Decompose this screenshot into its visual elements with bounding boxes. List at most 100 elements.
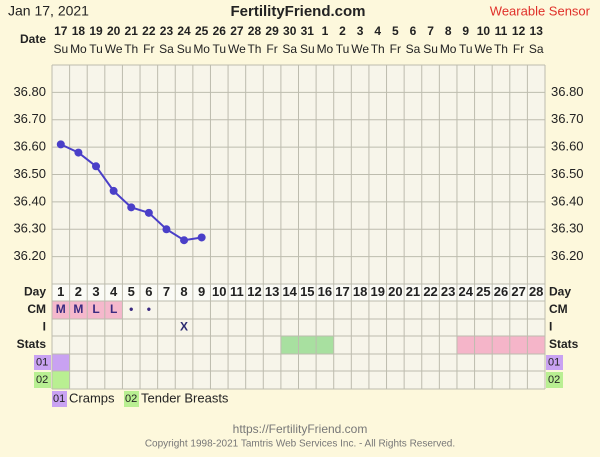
row-label: 02	[548, 374, 560, 386]
weekday-label: Su	[423, 42, 438, 56]
row-label-bg	[546, 372, 563, 388]
day-label: 21	[406, 284, 420, 299]
row-label: Day	[549, 285, 571, 299]
day-label: 6	[145, 284, 152, 299]
date-label: 13	[530, 24, 544, 38]
weekday-label: Su	[300, 42, 315, 56]
weekday-label: Th	[124, 42, 138, 56]
symptom-cell	[52, 354, 70, 371]
date-label: 30	[283, 24, 297, 38]
temperature-point	[162, 225, 171, 234]
row-label: Stats	[17, 337, 47, 351]
weekday-label: We	[351, 42, 369, 56]
weekday-label: We	[105, 42, 123, 56]
symptom-cell	[52, 371, 70, 389]
date-label: 20	[107, 24, 121, 38]
date-label: 18	[72, 24, 86, 38]
row-label: Stats	[549, 337, 579, 351]
date-label: Date	[20, 32, 46, 46]
weekday-label: Fr	[266, 42, 277, 56]
day-label: 20	[388, 284, 402, 299]
site-title: FertilityFriend.com	[230, 3, 365, 20]
weekday-label: Mo	[193, 42, 210, 56]
date-label: 28	[248, 24, 262, 38]
legend-swatch	[52, 391, 67, 407]
y-tick-label: 36.20	[551, 248, 584, 263]
weekday-label: Sa	[159, 42, 174, 56]
temperature-point	[74, 148, 83, 157]
day-label: 12	[247, 284, 261, 299]
date-label: 10	[477, 24, 491, 38]
day-label: 10	[212, 284, 226, 299]
cm-highlight	[52, 301, 70, 319]
row-label: 01	[36, 356, 48, 368]
weekday-label: Sa	[406, 42, 421, 56]
weekday-label: Mo	[70, 42, 87, 56]
y-tick-label: 36.70	[551, 111, 584, 126]
date-label: 31	[301, 24, 315, 38]
date-label: 27	[230, 24, 244, 38]
date-label: 19	[89, 24, 103, 38]
legend-code: 01	[53, 393, 65, 405]
day-label: 25	[476, 284, 490, 299]
row-label-bg	[546, 355, 563, 370]
day-label: 17	[335, 284, 349, 299]
weekday-label: Tu	[336, 42, 350, 56]
cm-highlight	[69, 301, 88, 319]
day-label: 8	[180, 284, 187, 299]
y-tick-label: 36.30	[551, 221, 584, 236]
day-label: 15	[300, 284, 314, 299]
stats-fertile	[280, 336, 334, 354]
intercourse-entry: X	[180, 320, 188, 334]
day-label: 18	[353, 284, 367, 299]
weekday-label: We	[228, 42, 246, 56]
legend-label: Tender Breasts	[141, 390, 229, 405]
y-tick-label: 36.20	[13, 248, 46, 263]
cm-entry: M	[73, 302, 83, 316]
row-label-bg	[34, 355, 51, 370]
weekday-label: Fr	[390, 42, 401, 56]
date-label: 22	[142, 24, 156, 38]
y-tick-label: 36.50	[13, 166, 46, 181]
day-label: 3	[92, 284, 99, 299]
y-tick-label: 36.30	[13, 221, 46, 236]
row-label: 01	[548, 356, 560, 368]
cm-highlight	[87, 301, 105, 319]
temperature-point	[127, 203, 136, 212]
weekday-label: Su	[177, 42, 192, 56]
cm-entry: M	[56, 302, 66, 316]
day-label: 2	[75, 284, 82, 299]
weekday-label: Fr	[513, 42, 524, 56]
source: Wearable Sensor	[490, 3, 591, 18]
day-label: 11	[230, 284, 244, 299]
y-tick-label: 36.60	[13, 139, 46, 154]
weekday-label: Tu	[459, 42, 473, 56]
cm-entry: •	[147, 302, 151, 316]
date-label: 24	[177, 24, 191, 38]
date-label: 25	[195, 24, 209, 38]
weekday-label: Sa	[282, 42, 297, 56]
temperature-point	[109, 186, 118, 195]
y-tick-label: 36.80	[551, 84, 584, 99]
legend-code: 02	[125, 393, 137, 405]
day-label: 24	[459, 284, 474, 299]
weekday-label: Fr	[143, 42, 154, 56]
day-label: 9	[198, 284, 205, 299]
legend-swatch	[124, 391, 139, 407]
y-tick-label: 36.80	[13, 84, 46, 99]
temperature-point	[180, 236, 189, 245]
copyright: Copyright 1998-2021 Tamtris Web Services…	[145, 439, 455, 450]
date-label: 29	[265, 24, 279, 38]
day-label: 4	[110, 284, 118, 299]
row-label: I	[43, 320, 46, 334]
date-label: 9	[462, 24, 469, 38]
weekday-label: Mo	[440, 42, 457, 56]
chart-date: Jan 17, 2021	[8, 3, 89, 19]
temperature-point	[144, 208, 153, 217]
stats-period	[456, 336, 545, 354]
weekday-label: Sa	[529, 42, 544, 56]
day-label: 22	[423, 284, 437, 299]
cm-highlight	[104, 301, 123, 319]
